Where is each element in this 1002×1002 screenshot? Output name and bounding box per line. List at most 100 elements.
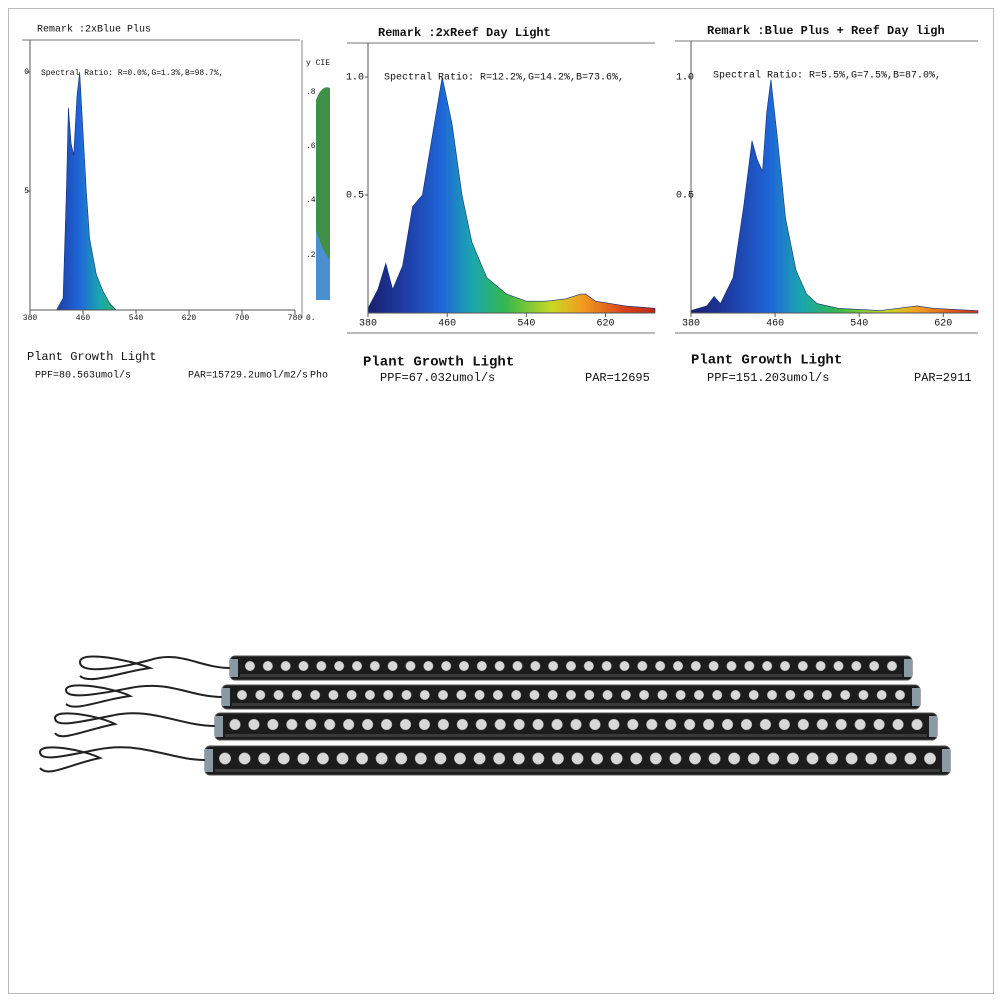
footer-heading: Plant Growth Light: [363, 355, 514, 371]
led: [530, 660, 541, 672]
footer-heading: Plant Growth Light: [27, 350, 157, 364]
ppf: PPF=80.563umol/s: [35, 370, 131, 382]
led: [551, 752, 564, 765]
led: [414, 752, 427, 765]
led: [744, 660, 755, 672]
led: [375, 752, 388, 765]
led: [884, 752, 897, 765]
bar-cap: [222, 688, 230, 706]
bar-cap: [205, 749, 213, 772]
led: [369, 660, 380, 672]
led: [854, 718, 866, 731]
bar-cap: [929, 716, 937, 737]
led: [298, 660, 309, 672]
led: [835, 718, 847, 731]
bar-highlight: [232, 703, 910, 706]
led: [218, 752, 232, 765]
led: [453, 752, 467, 765]
led: [690, 660, 701, 672]
led: [316, 752, 329, 765]
bar-highlight: [240, 674, 902, 677]
led: [262, 660, 273, 672]
led: [767, 752, 780, 765]
led: [532, 718, 544, 731]
led: [721, 718, 734, 731]
led: [532, 752, 545, 765]
led: [310, 689, 321, 701]
x-tick-label: 780: [288, 314, 303, 323]
led: [826, 752, 839, 765]
led: [351, 660, 363, 672]
led: [894, 689, 906, 701]
led: [238, 752, 251, 765]
x-tick-label: 540: [850, 319, 868, 330]
spectrum-chart: Remark :Blue Plus + Reef Day ligh 380 460 5…: [675, 24, 979, 385]
x-tick-label: 460: [766, 319, 784, 330]
led: [779, 660, 791, 672]
led: [387, 660, 398, 672]
y-tick-label: 0: [24, 68, 29, 77]
led: [280, 660, 291, 672]
led: [904, 752, 917, 765]
led: [493, 752, 506, 765]
led: [702, 718, 715, 731]
led: [833, 660, 844, 672]
led: [688, 752, 702, 765]
led: [513, 718, 525, 731]
bar-highlight: [225, 734, 927, 737]
led: [708, 660, 719, 672]
led: [712, 689, 723, 701]
bar-highlight: [215, 769, 940, 772]
led: [675, 689, 686, 701]
led: [851, 660, 862, 672]
led: [858, 689, 869, 701]
y-tick-label: 0.5: [676, 191, 694, 202]
led: [334, 660, 345, 672]
cie-tick-label: .2: [306, 251, 316, 260]
led: [343, 718, 355, 731]
led: [456, 689, 467, 701]
led: [637, 660, 648, 672]
led: [474, 689, 485, 701]
led: [395, 752, 408, 765]
led: [911, 718, 923, 731]
led: [657, 689, 668, 701]
led-bars-photo: [38, 655, 951, 776]
led: [684, 718, 696, 731]
spectrum-area: [690, 79, 979, 314]
footer-heading: Plant Growth Light: [691, 353, 842, 369]
led: [610, 752, 623, 765]
par: PAR=15729.2umol/m2/s: [188, 370, 308, 382]
led: [886, 660, 898, 672]
x-tick-label: 700: [235, 314, 250, 323]
led: [547, 689, 558, 701]
led: [267, 718, 279, 731]
led: [456, 718, 468, 731]
led: [923, 752, 937, 765]
bar-cap: [230, 659, 238, 677]
led: [786, 752, 799, 765]
annotation: Spectral Ratio: R=0.0%,G=1.3%,B=98.7%,: [41, 69, 223, 78]
led: [229, 718, 241, 731]
led: [291, 689, 302, 701]
led: [336, 752, 349, 765]
y-tick-label: 1.0: [676, 73, 694, 84]
led: [419, 689, 430, 701]
led: [494, 660, 505, 672]
led: [512, 660, 523, 672]
led: [601, 660, 612, 672]
led: [655, 660, 666, 672]
led: [570, 718, 582, 731]
led: [608, 718, 620, 731]
led: [672, 660, 684, 672]
led: [708, 752, 721, 765]
spectrum-area: [55, 71, 117, 311]
led: [619, 660, 630, 672]
led: [383, 689, 394, 701]
led: [693, 689, 704, 701]
chart-title: Remark :2xReef Day Light: [378, 26, 551, 40]
x-tick-label: 620: [182, 314, 197, 323]
led: [401, 689, 412, 701]
y-tick-label: 0.5: [346, 191, 364, 202]
